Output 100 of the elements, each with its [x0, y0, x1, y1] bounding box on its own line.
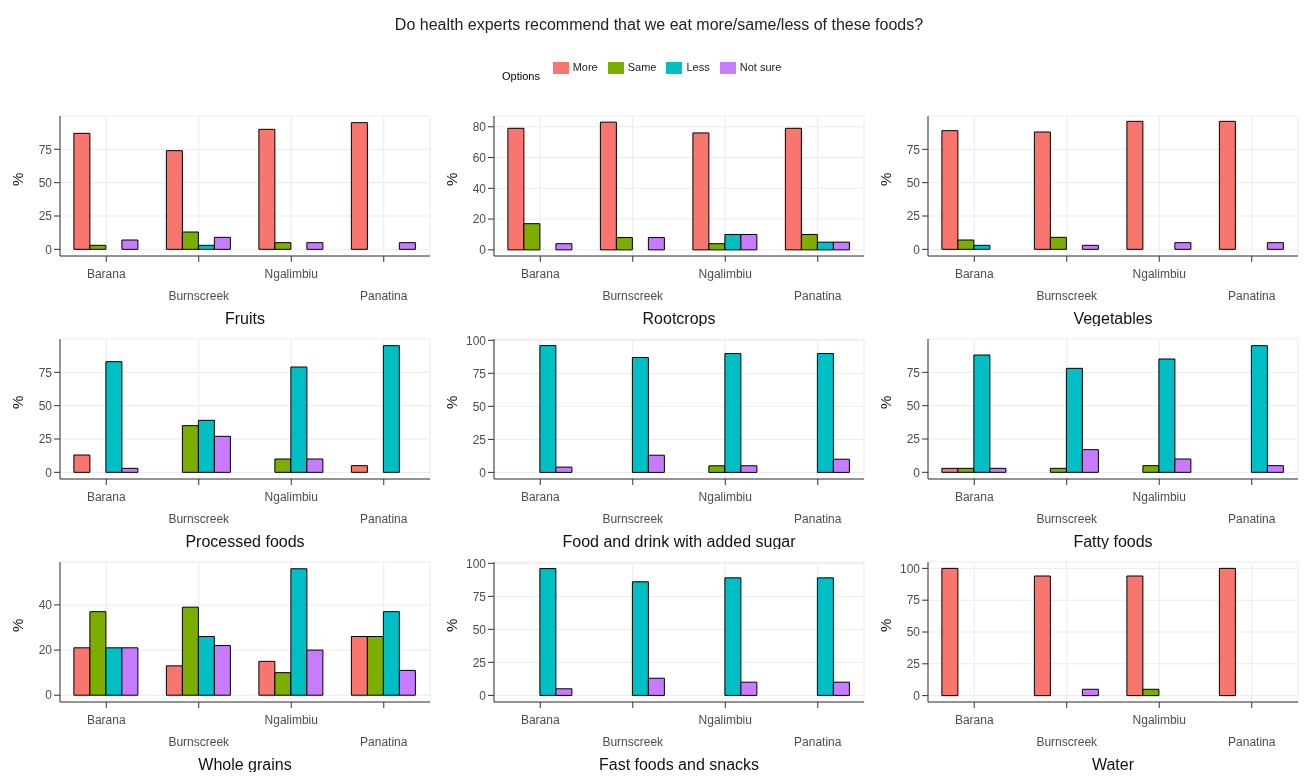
x-tick-label: Panatina — [1228, 289, 1276, 303]
y-tick-label: 60 — [472, 150, 487, 165]
y-tick-label: 25 — [906, 209, 921, 224]
x-tick-label: Burnscreek — [168, 735, 231, 749]
x-tick-label: Ngalimbiu — [698, 267, 752, 281]
y-tick-label: 0 — [479, 688, 487, 703]
y-axis-title: % — [877, 395, 895, 409]
bar — [398, 242, 416, 250]
x-tick-label: Burnscreek — [602, 735, 665, 749]
x-tick-label: Burnscreek — [602, 512, 665, 526]
y-axis-title: % — [9, 172, 27, 186]
x-tick-label: Barana — [86, 267, 126, 281]
x-tick-label: Ngalimbiu — [264, 267, 318, 281]
y-axis-title: % — [9, 395, 27, 409]
y-tick-label: 40 — [38, 598, 53, 613]
bar — [306, 242, 324, 250]
y-tick-label: 0 — [913, 688, 921, 703]
y-tick-label: 75 — [906, 593, 921, 608]
x-tick-label: Ngalimbiu — [1132, 490, 1186, 504]
y-tick-label: 0 — [913, 465, 921, 480]
x-tick-label: Barana — [520, 267, 560, 281]
x-tick-label: Ngalimbiu — [698, 713, 752, 727]
x-tick-label: Burnscreek — [168, 512, 231, 526]
x-axis-title: Fast foods and snacks — [598, 756, 760, 773]
bar — [73, 454, 91, 473]
x-tick-label: Panatina — [794, 289, 842, 303]
y-tick-label: 0 — [45, 242, 53, 257]
x-axis-title: Fruits — [225, 310, 265, 327]
x-tick-label: Panatina — [794, 512, 842, 526]
y-tick-label: 50 — [906, 398, 921, 413]
bar — [941, 567, 959, 697]
x-tick-label: Burnscreek — [168, 289, 231, 303]
y-tick-label: 50 — [38, 398, 53, 413]
x-tick-label: Panatina — [360, 512, 408, 526]
x-tick-label: Panatina — [794, 735, 842, 749]
bar — [1174, 242, 1192, 250]
bar — [350, 465, 368, 473]
y-tick-label: 75 — [472, 366, 487, 381]
bar — [555, 243, 573, 251]
y-tick-label: 0 — [45, 688, 53, 703]
x-tick-label: Ngalimbiu — [264, 713, 318, 727]
legend-title: Options — [502, 70, 540, 82]
y-tick-label: 25 — [906, 432, 921, 447]
y-axis-title: % — [877, 172, 895, 186]
bar — [1218, 120, 1236, 250]
x-tick-label: Ngalimbiu — [1132, 267, 1186, 281]
chart-title: Do health experts recommend that we eat more/same/less of these foods? — [393, 16, 925, 34]
x-axis-title: Water — [1091, 756, 1135, 773]
y-tick-label: 50 — [38, 175, 53, 190]
x-axis-title: Processed foods — [185, 533, 305, 550]
x-tick-label: Ngalimbiu — [698, 490, 752, 504]
y-tick-label: 100 — [465, 556, 487, 571]
y-tick-label: 75 — [906, 142, 921, 157]
bar — [1081, 244, 1099, 250]
y-tick-label: 50 — [472, 622, 487, 637]
bar — [121, 239, 139, 250]
y-tick-label: 20 — [38, 643, 53, 658]
bar — [647, 237, 665, 251]
x-tick-label: Ngalimbiu — [264, 490, 318, 504]
x-tick-label: Barana — [86, 490, 126, 504]
y-axis-title: % — [877, 618, 895, 632]
y-tick-label: 0 — [479, 243, 487, 258]
y-tick-label: 100 — [899, 561, 921, 576]
bar — [350, 122, 368, 250]
bar — [1266, 242, 1284, 250]
y-tick-label: 25 — [906, 657, 921, 672]
y-tick-label: 75 — [38, 365, 53, 380]
x-tick-label: Panatina — [360, 735, 408, 749]
x-tick-label: Barana — [520, 713, 560, 727]
y-tick-label: 20 — [472, 212, 487, 227]
y-tick-label: 25 — [472, 432, 487, 447]
legend-label: Less — [686, 60, 710, 73]
y-tick-label: 0 — [479, 465, 487, 480]
x-tick-label: Burnscreek — [1036, 289, 1099, 303]
y-tick-label: 75 — [472, 589, 487, 604]
y-tick-label: 25 — [472, 655, 487, 670]
x-tick-label: Burnscreek — [1036, 735, 1099, 749]
x-tick-label: Panatina — [360, 289, 408, 303]
y-axis-title: % — [443, 395, 461, 409]
y-tick-label: 25 — [38, 209, 53, 224]
bar — [1218, 567, 1236, 697]
legend-label: More — [572, 60, 598, 73]
x-tick-label: Ngalimbiu — [1132, 713, 1186, 727]
y-tick-label: 50 — [906, 625, 921, 640]
x-tick-label: Barana — [954, 713, 994, 727]
bar — [1126, 120, 1144, 250]
y-tick-label: 25 — [38, 432, 53, 447]
y-tick-label: 75 — [906, 365, 921, 380]
y-tick-label: 100 — [465, 333, 487, 348]
bar — [1081, 688, 1099, 697]
y-tick-label: 40 — [472, 181, 487, 196]
y-tick-label: 0 — [45, 465, 53, 480]
x-tick-label: Burnscreek — [602, 289, 665, 303]
legend-label: Not sure — [739, 60, 782, 73]
y-tick-label: 75 — [38, 142, 53, 157]
y-tick-label: 50 — [472, 399, 487, 414]
x-tick-label: Panatina — [1228, 512, 1276, 526]
y-axis-title: % — [443, 172, 461, 186]
y-axis-title: % — [443, 618, 461, 632]
x-tick-label: Barana — [86, 713, 126, 727]
